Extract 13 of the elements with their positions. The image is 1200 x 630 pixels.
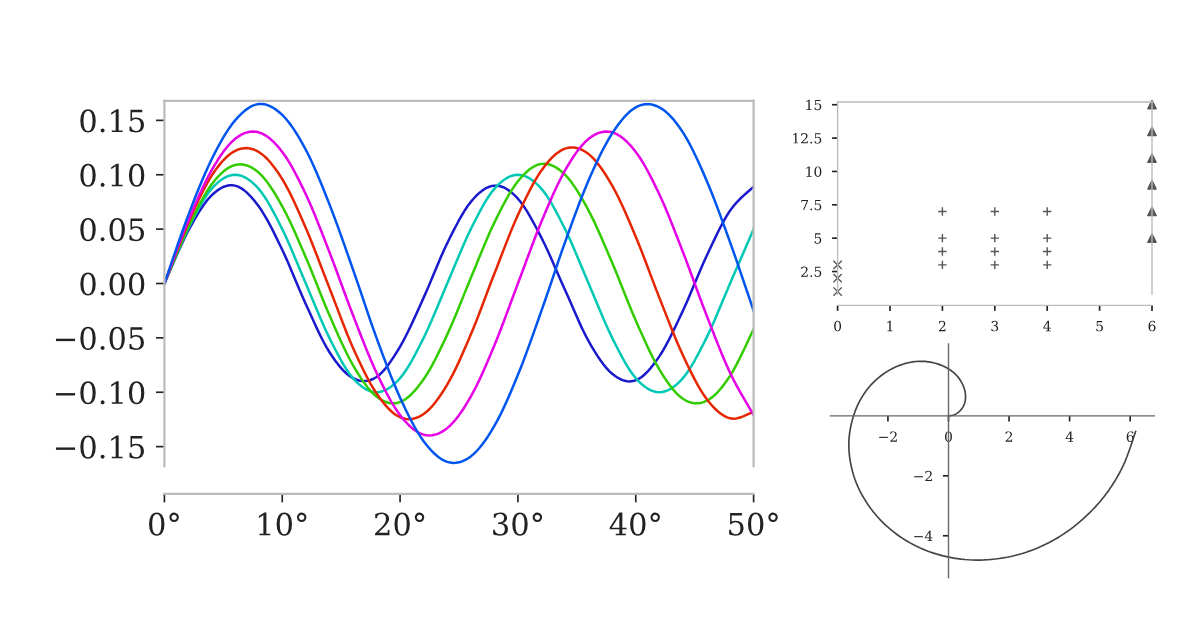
y-tick-label: 0.10 [80,163,145,187]
x-tick-label: 50° [729,512,778,536]
x-tick-label: 0° [149,512,179,536]
x-tick-label: 20° [375,512,425,536]
y-tick-label: −0.05 [55,326,144,350]
x-tick-label: 30° [493,512,543,536]
x-tick-label: 40° [609,512,660,536]
x-tick-label: 10° [258,512,307,536]
y-tick-label: 0.00 [80,272,145,296]
y-tick-label: 0.05 [80,218,144,242]
y-tick-label: 0.15 [80,109,144,133]
y-tick-label: −0.15 [55,435,144,459]
y-tick-label: −0.10 [55,381,145,405]
